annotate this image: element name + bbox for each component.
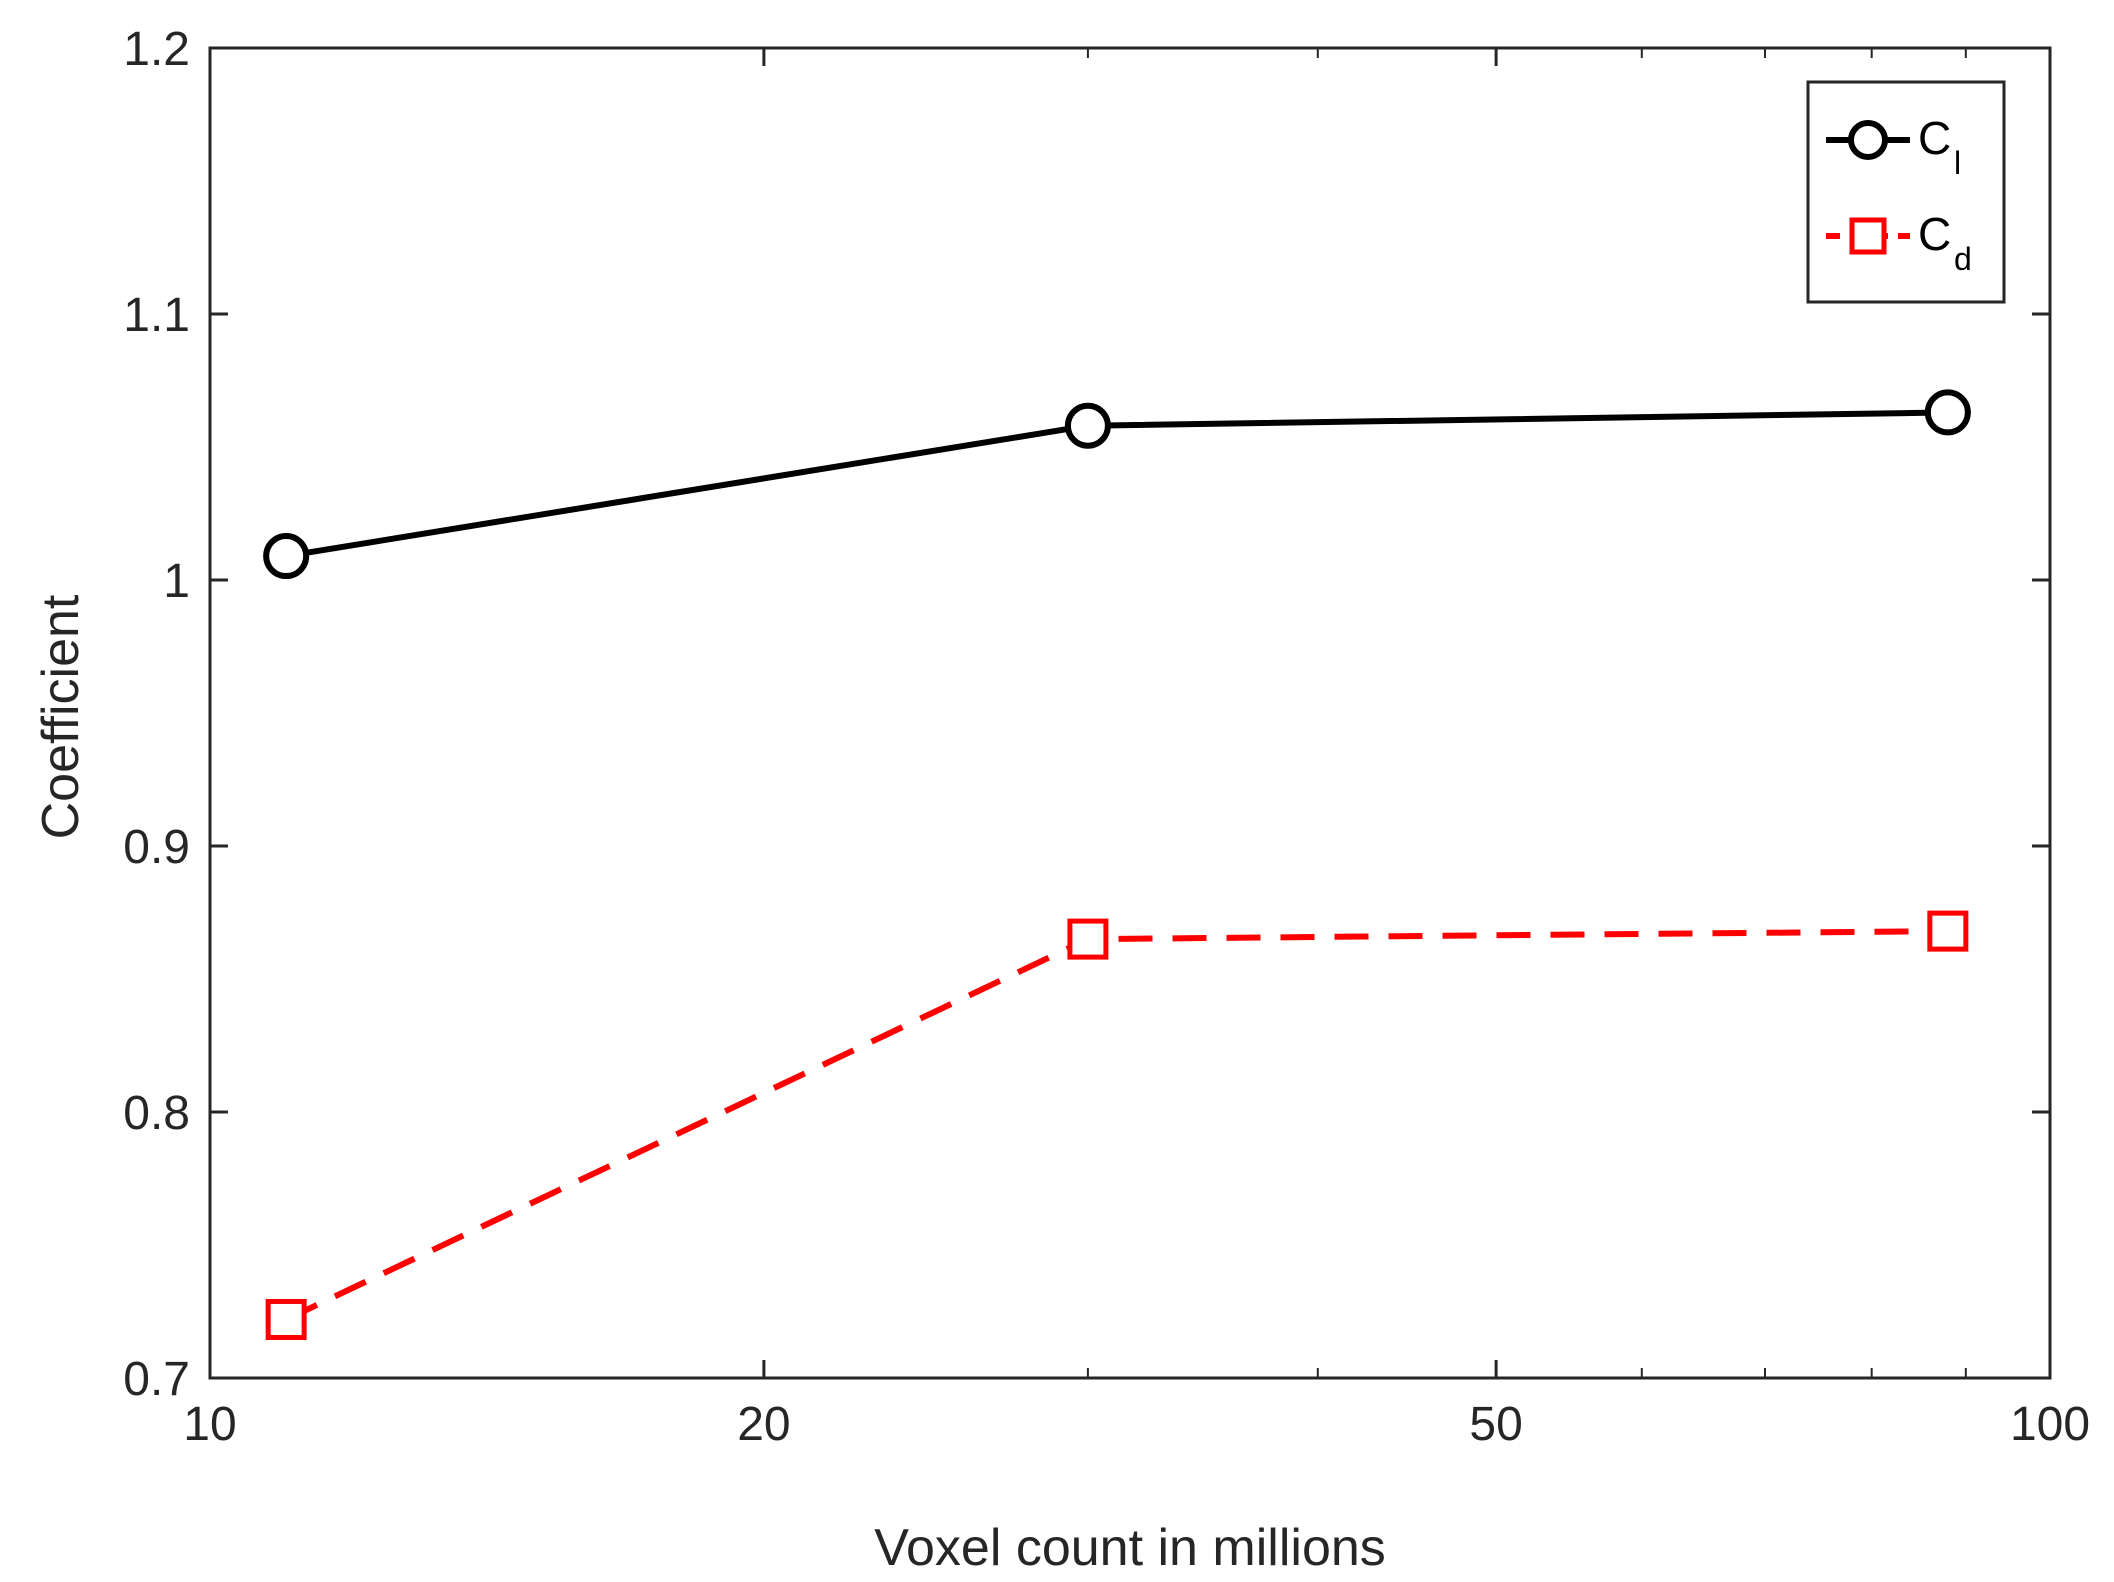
data-point-square xyxy=(1067,918,1109,960)
legend-box xyxy=(1806,80,2006,304)
y-tick-label: 0.8 xyxy=(123,1087,190,1140)
legend-label-subscript: d xyxy=(1954,241,1972,277)
data-point-circle xyxy=(1924,389,1971,436)
y-tick-label: 0.9 xyxy=(123,821,190,874)
y-tick-label: 1.2 xyxy=(123,23,190,76)
legend-marker-circle xyxy=(1848,120,1888,160)
x-tick-label: 100 xyxy=(2010,1398,2090,1451)
x-tick-label: 10 xyxy=(183,1398,236,1451)
data-point-square xyxy=(265,1298,307,1340)
y-axis-label: Coefficient xyxy=(32,594,90,839)
y-tick-label: 1.1 xyxy=(123,289,190,342)
x-axis-label: Voxel count in millions xyxy=(874,1519,1386,1577)
series-line-C-d xyxy=(284,928,1948,1323)
legend-marker-square xyxy=(1849,217,1887,255)
y-tick-label: 0.7 xyxy=(123,1353,190,1406)
legend-label: C xyxy=(1918,112,1951,164)
data-point-square xyxy=(1927,910,1969,952)
axes-frame xyxy=(208,46,2052,1380)
legend-label: C xyxy=(1918,208,1951,260)
y-tick-label: 1 xyxy=(163,555,190,608)
plot-area: 0.7 0.8 0.9 1 1.1 1.2 10 20 50 100 C lC d xyxy=(123,23,2090,1451)
legend-label-subscript: l xyxy=(1954,145,1961,181)
x-tick-label: 50 xyxy=(1469,1398,1522,1451)
data-point-circle xyxy=(1064,402,1111,449)
data-point-circle xyxy=(263,533,310,580)
series-line-C-l xyxy=(285,409,1948,560)
x-tick-label: 20 xyxy=(737,1398,790,1451)
